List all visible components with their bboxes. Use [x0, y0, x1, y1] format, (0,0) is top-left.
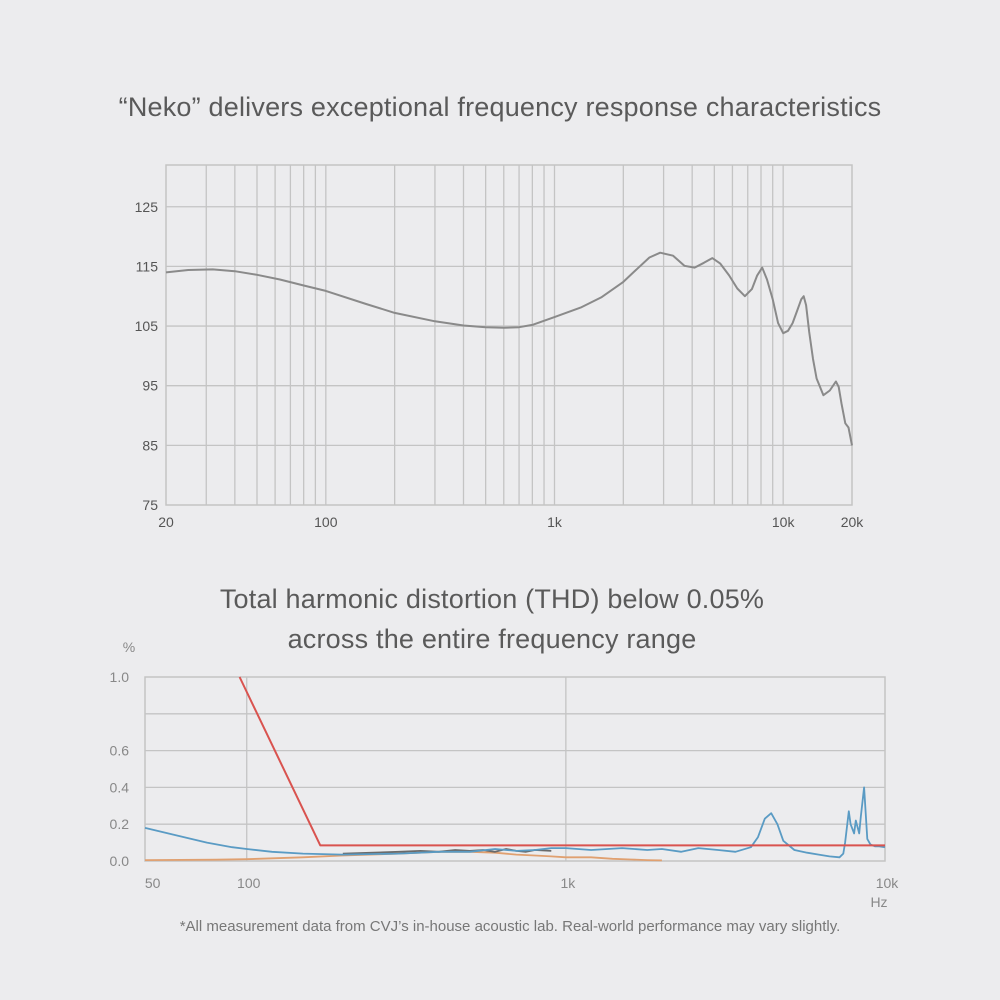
thd-x-tick-label: 10k — [876, 875, 900, 891]
fr-x-tick-label: 20k — [841, 514, 865, 530]
fr-y-tick-label: 125 — [135, 199, 159, 215]
thd-x-tick-label: 100 — [237, 875, 261, 891]
thd-blue-series-line — [144, 786, 886, 859]
fr-x-tick-label: 1k — [547, 514, 563, 530]
thd-x-tick-label: 1k — [560, 875, 576, 891]
frequency-response-chart: 75 85 95 105 115 125 20 100 1k 10k 20k — [135, 164, 865, 530]
frequency-response-title: “Neko” delivers exceptional frequency re… — [118, 92, 882, 122]
fr-x-tick-label: 10k — [772, 514, 796, 530]
thd-x-tick-label: 50 — [145, 875, 161, 891]
thd-y-tick-label: 0.4 — [110, 779, 130, 795]
thd-title-line-1: Total harmonic distortion (THD) below 0.… — [219, 584, 765, 614]
fr-response-curve — [165, 251, 853, 446]
fr-y-tick-label: 115 — [136, 258, 159, 274]
thd-chart: 0.0 0.2 0.4 0.6 1.0% 50 100 1k 10k Hz — [110, 639, 900, 910]
thd-y-unit-label: % — [123, 639, 135, 655]
thd-y-tick-label: 1.0 — [110, 669, 130, 685]
thd-plot-frame — [144, 676, 886, 862]
fr-x-tick-label: 100 — [314, 514, 338, 530]
fr-y-tick-label: 105 — [135, 318, 159, 334]
fr-y-tick-label: 95 — [142, 378, 158, 394]
thd-x-unit-label: Hz — [870, 894, 887, 910]
fr-y-tick-label: 75 — [142, 497, 158, 513]
fr-y-tick-label: 85 — [142, 437, 158, 453]
fr-plot-frame — [165, 164, 853, 506]
thd-y-tick-label: 0.2 — [110, 816, 130, 832]
thd-limit-series-line — [238, 676, 885, 847]
thd-orange-series-line — [144, 850, 662, 862]
thd-y-tick-label: 0.0 — [110, 853, 130, 869]
thd-title-line-2: across the entire frequency range — [287, 624, 697, 654]
thd-y-tick-label: 0.6 — [110, 743, 130, 759]
footnote: *All measurement data from CVJ’s in-hous… — [179, 918, 841, 935]
fr-x-tick-label: 20 — [158, 514, 174, 530]
